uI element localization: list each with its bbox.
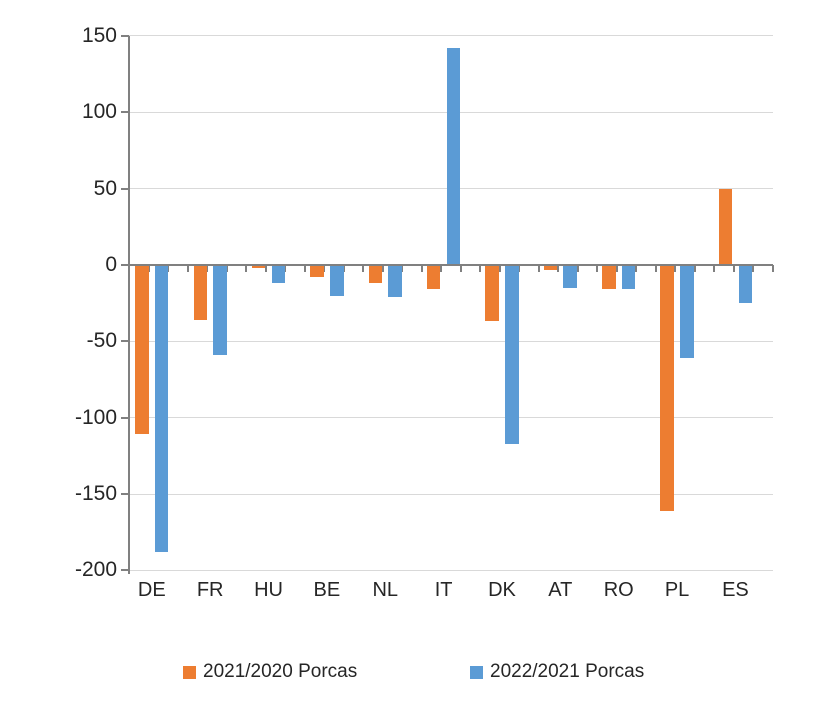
bar-de-series2 (154, 265, 169, 553)
y-axis-tick (121, 34, 129, 37)
legend-item-2021-2020: 2021/2020 Porcas (183, 661, 357, 683)
legend-label: 2021/2020 Porcas (203, 661, 358, 682)
x-tick-label: HU (254, 579, 283, 601)
bar-pl-series2 (680, 265, 694, 359)
bar-ro-series1 (602, 265, 616, 290)
x-tick-label: IT (434, 579, 453, 601)
bar-pl-series1 (660, 265, 674, 511)
y-axis-line (128, 35, 130, 575)
bar-hu-series1 (251, 265, 266, 269)
x-axis-tick (420, 265, 423, 272)
x-axis-tick (518, 265, 521, 272)
y-axis-tick (121, 493, 129, 496)
bar-be-series1 (310, 265, 324, 278)
gridline (129, 340, 773, 342)
x-axis-tick (401, 265, 404, 272)
y-axis-tick (121, 569, 129, 572)
bar-hu-series2 (271, 265, 286, 284)
y-tick-label: -200 (74, 558, 117, 582)
x-tick-label: ES (722, 579, 749, 601)
x-axis-tick (206, 265, 209, 272)
bar-nl-series2 (388, 265, 402, 298)
y-tick-label: 0 (105, 253, 117, 276)
x-axis-tick (362, 265, 365, 272)
x-tick-label: RO (603, 579, 634, 601)
x-axis-tick (732, 265, 735, 272)
x-axis-tick (674, 265, 677, 272)
y-axis-tick (121, 187, 129, 190)
legend: 2021/2020 Porcas 2022/2021 Porcas (0, 661, 820, 683)
x-axis-tick (459, 265, 462, 272)
bar-ro-series2 (621, 265, 636, 290)
x-axis-tick (576, 265, 579, 272)
legend-item-2022-2021: 2022/2021 Porcas (470, 661, 644, 683)
bar-be-series2 (330, 265, 344, 296)
x-axis-tick (713, 265, 716, 272)
bar-fr-series2 (213, 265, 227, 356)
bar-fr-series1 (193, 265, 207, 320)
x-axis-tick (654, 265, 657, 272)
y-axis-tick (121, 111, 129, 114)
bar-nl-series1 (368, 265, 383, 284)
y-tick-label: -150 (74, 482, 117, 506)
x-axis-tick (615, 265, 618, 272)
x-axis-tick (186, 265, 189, 272)
legend-swatch-orange (183, 665, 196, 679)
x-axis-tick (498, 265, 501, 272)
x-tick-label: DE (137, 579, 166, 601)
y-tick-label: 150 (81, 23, 117, 47)
x-axis-tick (264, 265, 267, 272)
bar-es-series1 (718, 188, 733, 265)
legend-label: 2022/2021 Porcas (490, 661, 645, 682)
x-axis-tick (381, 265, 384, 272)
y-axis-tick (121, 340, 129, 343)
x-axis-tick (635, 265, 638, 272)
bar-it-series2 (446, 48, 461, 265)
y-tick-label: 50 (93, 176, 117, 200)
x-tick-label: BE (313, 579, 341, 601)
x-axis-tick (772, 265, 774, 272)
bar-at-series1 (543, 265, 558, 270)
bar-dk-series2 (505, 265, 519, 444)
y-axis-tick (121, 416, 129, 419)
x-tick-label: DK (488, 579, 516, 601)
y-axis-tick (121, 264, 129, 266)
legend-swatch-blue (470, 665, 483, 679)
x-tick-label: NL (372, 579, 399, 601)
x-tick-label: PL (664, 579, 690, 601)
x-axis-line (129, 264, 773, 266)
bar-de-series1 (135, 265, 149, 435)
y-tick-label: -100 (74, 405, 117, 429)
x-tick-label: FR (196, 579, 224, 601)
bar-es-series2 (738, 265, 753, 304)
x-axis-tick (752, 265, 755, 272)
x-axis-tick (537, 265, 540, 272)
bar-dk-series1 (485, 265, 499, 322)
gridline (129, 493, 773, 495)
x-axis-tick (479, 265, 482, 272)
y-tick-label: 100 (81, 100, 117, 124)
x-axis-tick (596, 265, 599, 272)
x-axis-tick (245, 265, 248, 272)
bar-it-series1 (426, 265, 441, 290)
gridline (129, 569, 773, 571)
x-axis-tick (303, 265, 306, 272)
x-axis-tick (557, 265, 560, 272)
gridline (129, 35, 773, 37)
x-axis-tick (693, 265, 696, 272)
x-tick-label: AT (548, 579, 573, 601)
y-tick-label: -50 (86, 329, 117, 353)
bar-at-series2 (563, 265, 577, 288)
x-axis-tick (342, 265, 345, 272)
x-axis-tick (440, 265, 443, 272)
x-axis-tick (323, 265, 326, 272)
gridline (129, 417, 773, 419)
